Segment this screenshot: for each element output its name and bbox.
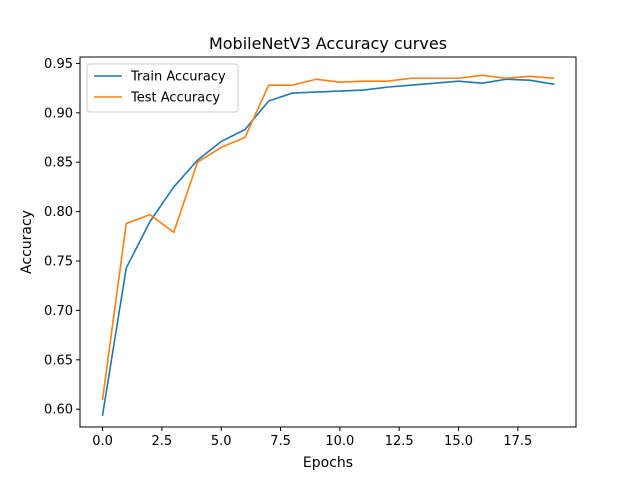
x-tick-label: 5.0 (211, 434, 232, 449)
legend: Train Accuracy Test Accuracy (86, 63, 239, 113)
legend-label: Test Accuracy (130, 91, 220, 106)
y-tick-label: 0.90 (44, 106, 73, 121)
x-tick-label: 17.5 (503, 434, 532, 449)
chart-title: MobileNetV3 Accuracy curves (209, 34, 447, 53)
legend-label: Train Accuracy (130, 70, 226, 85)
series-lines (101, 74, 555, 417)
x-tick-label: 7.5 (270, 434, 291, 449)
y-axis-label: Accuracy (19, 210, 35, 274)
y-tick-label: 0.70 (44, 304, 73, 319)
y-tick-label: 0.80 (44, 205, 73, 220)
y-tick-label: 0.75 (44, 255, 73, 270)
x-tick-label: 15.0 (444, 434, 473, 449)
y-tick-label: 0.65 (44, 353, 73, 368)
x-tick-label: 12.5 (385, 434, 414, 449)
x-tick-label: 2.5 (152, 434, 173, 449)
axes-frame (79, 56, 577, 428)
y-axis: 0.60 0.65 0.70 0.75 0.80 0.85 0.90 0.95 (44, 57, 80, 418)
legend-box (86, 63, 239, 113)
y-tick-label: 0.95 (44, 57, 73, 72)
series-line-train-accuracy (101, 78, 555, 417)
series-line-test-accuracy (101, 74, 555, 401)
x-tick-label: 0.0 (92, 434, 113, 449)
x-axis-label: Epochs (303, 455, 353, 471)
x-axis: 0.0 2.5 5.0 7.5 10.0 12.5 15.0 17.5 (92, 427, 532, 449)
plot-area (79, 56, 577, 428)
y-tick-label: 0.85 (44, 156, 73, 171)
x-tick-label: 10.0 (325, 434, 354, 449)
y-tick-label: 0.60 (44, 403, 73, 418)
